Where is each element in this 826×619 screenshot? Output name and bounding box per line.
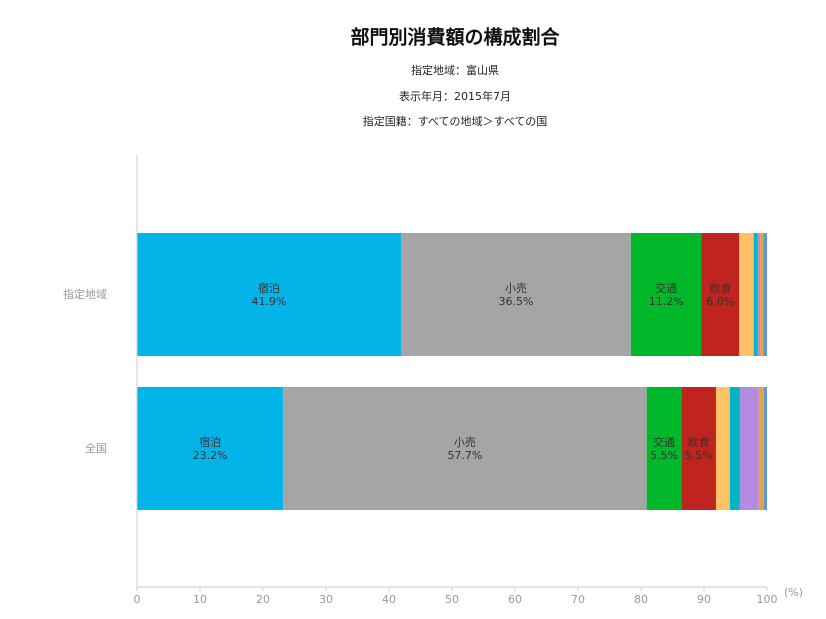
x-tick-label: 10 bbox=[193, 593, 207, 606]
bar-segment bbox=[763, 387, 767, 510]
chart-title: 部門別消費額の構成割合 bbox=[350, 26, 560, 49]
value-label: 36.5% bbox=[498, 295, 533, 308]
segment-label: 宿泊 bbox=[199, 435, 221, 449]
bar-segment bbox=[630, 233, 702, 356]
x-tick-label: 40 bbox=[382, 593, 396, 606]
x-tick-label: 70 bbox=[571, 593, 585, 606]
y-tick-label: 指定地域 bbox=[63, 287, 107, 301]
bar-segment bbox=[400, 233, 631, 356]
segment-label: 飲食 bbox=[709, 281, 731, 295]
x-tick-label: 100 bbox=[757, 593, 778, 606]
value-label: 23.2% bbox=[193, 449, 228, 462]
bar-segment bbox=[646, 387, 682, 510]
y-tick-label: 全国 bbox=[85, 441, 107, 455]
segment-label: 小売 bbox=[454, 436, 476, 449]
bar-segment bbox=[701, 233, 740, 356]
bar-segment bbox=[729, 387, 740, 510]
segment-label: 交通 bbox=[653, 435, 675, 449]
bar-segment bbox=[137, 233, 401, 356]
value-label: 5.5% bbox=[685, 449, 713, 462]
subtitle: 指定地域：富山県 bbox=[411, 63, 499, 77]
bar-segment bbox=[681, 387, 716, 510]
x-tick-label: 20 bbox=[256, 593, 270, 606]
bar-segment bbox=[715, 387, 730, 510]
segment-label: 交通 bbox=[655, 281, 677, 295]
segment-label: 飲食 bbox=[688, 435, 710, 449]
x-tick-label: 30 bbox=[319, 593, 333, 606]
bar-segment bbox=[137, 387, 284, 510]
bar-segment bbox=[739, 387, 759, 510]
value-label: 57.7% bbox=[447, 449, 482, 462]
x-unit: (%) bbox=[784, 586, 803, 599]
subtitle: 指定国籍：すべての地域＞すべての国 bbox=[363, 114, 548, 128]
segment-label: 宿泊 bbox=[258, 281, 280, 295]
value-label: 41.9% bbox=[252, 295, 287, 308]
bar-segment bbox=[757, 233, 761, 356]
x-tick-label: 50 bbox=[445, 593, 459, 606]
x-tick-label: 0 bbox=[134, 593, 141, 606]
bar-segment bbox=[763, 233, 767, 356]
x-tick-label: 60 bbox=[508, 593, 522, 606]
x-tick-label: 80 bbox=[634, 593, 648, 606]
bar-segment bbox=[753, 233, 758, 356]
bar-segment bbox=[739, 233, 754, 356]
subtitle: 表示年月：2015年7月 bbox=[399, 89, 511, 103]
bar-segment bbox=[283, 387, 647, 510]
value-label: 5.5% bbox=[650, 449, 678, 462]
value-label: 6.0% bbox=[706, 295, 734, 308]
x-tick-label: 90 bbox=[697, 593, 711, 606]
bar-segment bbox=[760, 233, 764, 356]
value-label: 11.2% bbox=[649, 295, 684, 308]
bar-segment bbox=[758, 387, 764, 510]
segment-label: 小売 bbox=[505, 282, 527, 295]
